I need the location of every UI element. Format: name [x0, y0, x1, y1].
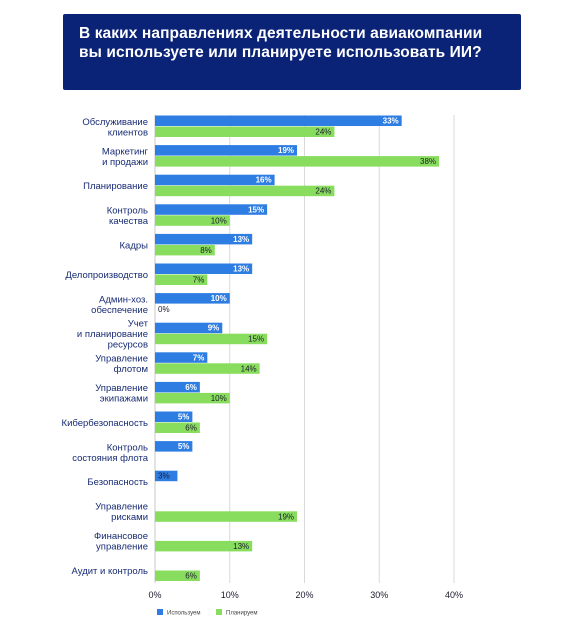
x-tick-label: 0% — [148, 590, 161, 600]
data-label: 19% — [278, 512, 294, 521]
legend-label: Планируем — [226, 611, 257, 617]
data-label: 19% — [278, 146, 294, 155]
bar-planned — [155, 274, 208, 285]
bar-used — [155, 441, 193, 452]
bar-used — [155, 233, 253, 245]
data-label: 13% — [233, 265, 249, 274]
data-label: 8% — [200, 246, 212, 255]
chart-title: В каких направлениях деятельности авиако… — [79, 25, 483, 61]
bar-planned — [155, 333, 268, 345]
bar-planned — [155, 511, 298, 522]
data-label: 13% — [233, 235, 249, 244]
data-label: 0% — [158, 305, 170, 314]
title-box: В каких направлениях деятельности авиако… — [63, 14, 521, 90]
bar-planned — [155, 126, 335, 137]
bar-used — [155, 352, 208, 363]
data-label: 13% — [233, 542, 249, 551]
bar-planned — [155, 215, 230, 226]
category-label: Аудит и контроль — [72, 566, 148, 577]
category-label: Безопасность — [87, 477, 148, 488]
bar-planned — [155, 244, 215, 256]
category-label: Учет и планирование ресурсов — [77, 319, 149, 351]
x-tick-label: 40% — [445, 590, 463, 600]
legend-swatch-used — [157, 609, 163, 615]
data-label: 15% — [248, 205, 264, 214]
bar-used — [155, 145, 298, 156]
x-tick-label: 30% — [370, 590, 388, 600]
data-label: 3% — [158, 472, 170, 481]
data-label: 6% — [185, 572, 197, 581]
bar-used — [155, 411, 193, 422]
bar-planned — [155, 540, 253, 552]
category-label: Маркетинг и продажи — [102, 146, 149, 168]
bar-planned — [155, 185, 335, 197]
data-label: 16% — [256, 176, 272, 185]
category-label: Обслуживание клиентов — [82, 117, 148, 139]
category-label: Управление экипажами — [95, 383, 148, 405]
category-label: Кибербезопасность — [62, 418, 148, 429]
bar-used — [155, 204, 268, 215]
bar-planned — [155, 392, 230, 404]
bar-planned — [155, 422, 200, 433]
data-label: 5% — [178, 442, 190, 451]
data-label: 24% — [315, 187, 331, 196]
data-label: 9% — [208, 324, 220, 333]
data-label: 6% — [185, 424, 197, 433]
data-label: 5% — [178, 413, 190, 422]
bar-planned — [155, 363, 260, 374]
data-label: 7% — [193, 353, 205, 362]
data-label: 38% — [420, 157, 436, 166]
bar-used — [155, 293, 230, 304]
data-label: 14% — [241, 364, 257, 373]
bar-used — [155, 174, 275, 186]
category-label: Кадры — [120, 240, 149, 251]
bar-used — [155, 322, 223, 334]
category-label: Делопроизводство — [65, 270, 148, 281]
data-label: 33% — [383, 117, 399, 126]
category-label: Планирование — [83, 181, 148, 192]
bar-used — [155, 263, 253, 274]
bar-planned — [155, 156, 440, 167]
legend-swatch-planned — [216, 609, 222, 615]
category-label: Админ-хоз. обеспечение — [91, 294, 148, 316]
bar-used — [155, 115, 402, 126]
data-label: 6% — [185, 383, 197, 392]
category-label: Контроль качества — [107, 206, 149, 228]
category-label: Управление рисками — [95, 502, 148, 524]
data-label: 10% — [211, 294, 227, 303]
x-tick-label: 20% — [295, 590, 313, 600]
category-label: Управление флотом — [95, 354, 148, 376]
data-label: 24% — [315, 128, 331, 137]
data-label: 10% — [211, 216, 227, 225]
bar-used — [155, 470, 178, 482]
data-label: 7% — [193, 276, 205, 285]
bar-planned — [155, 570, 200, 581]
data-label: 15% — [248, 335, 264, 344]
data-label: 10% — [211, 394, 227, 403]
category-label: Контроль состояния флота — [72, 442, 148, 464]
category-label: Финансовое управление — [94, 531, 148, 553]
bar-used — [155, 381, 200, 393]
x-tick-label: 10% — [221, 590, 239, 600]
legend-label: Используем — [167, 611, 200, 617]
